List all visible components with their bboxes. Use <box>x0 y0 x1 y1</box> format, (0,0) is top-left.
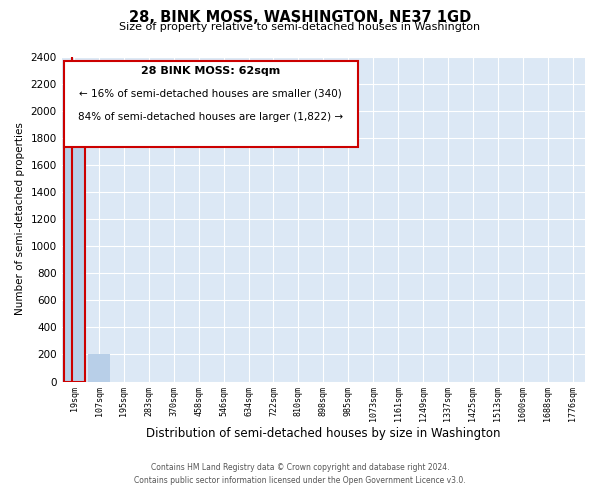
Text: Contains public sector information licensed under the Open Government Licence v3: Contains public sector information licen… <box>134 476 466 485</box>
Text: 28 BINK MOSS: 62sqm: 28 BINK MOSS: 62sqm <box>141 66 280 76</box>
Text: Contains HM Land Registry data © Crown copyright and database right 2024.: Contains HM Land Registry data © Crown c… <box>151 464 449 472</box>
Text: 84% of semi-detached houses are larger (1,822) →: 84% of semi-detached houses are larger (… <box>78 112 343 122</box>
Y-axis label: Number of semi-detached properties: Number of semi-detached properties <box>15 122 25 316</box>
X-axis label: Distribution of semi-detached houses by size in Washington: Distribution of semi-detached houses by … <box>146 427 500 440</box>
Text: 28, BINK MOSS, WASHINGTON, NE37 1GD: 28, BINK MOSS, WASHINGTON, NE37 1GD <box>129 10 471 25</box>
Bar <box>88 354 110 382</box>
Bar <box>64 110 85 382</box>
Text: Size of property relative to semi-detached houses in Washington: Size of property relative to semi-detach… <box>119 22 481 32</box>
Text: ← 16% of semi-detached houses are smaller (340): ← 16% of semi-detached houses are smalle… <box>79 88 342 99</box>
